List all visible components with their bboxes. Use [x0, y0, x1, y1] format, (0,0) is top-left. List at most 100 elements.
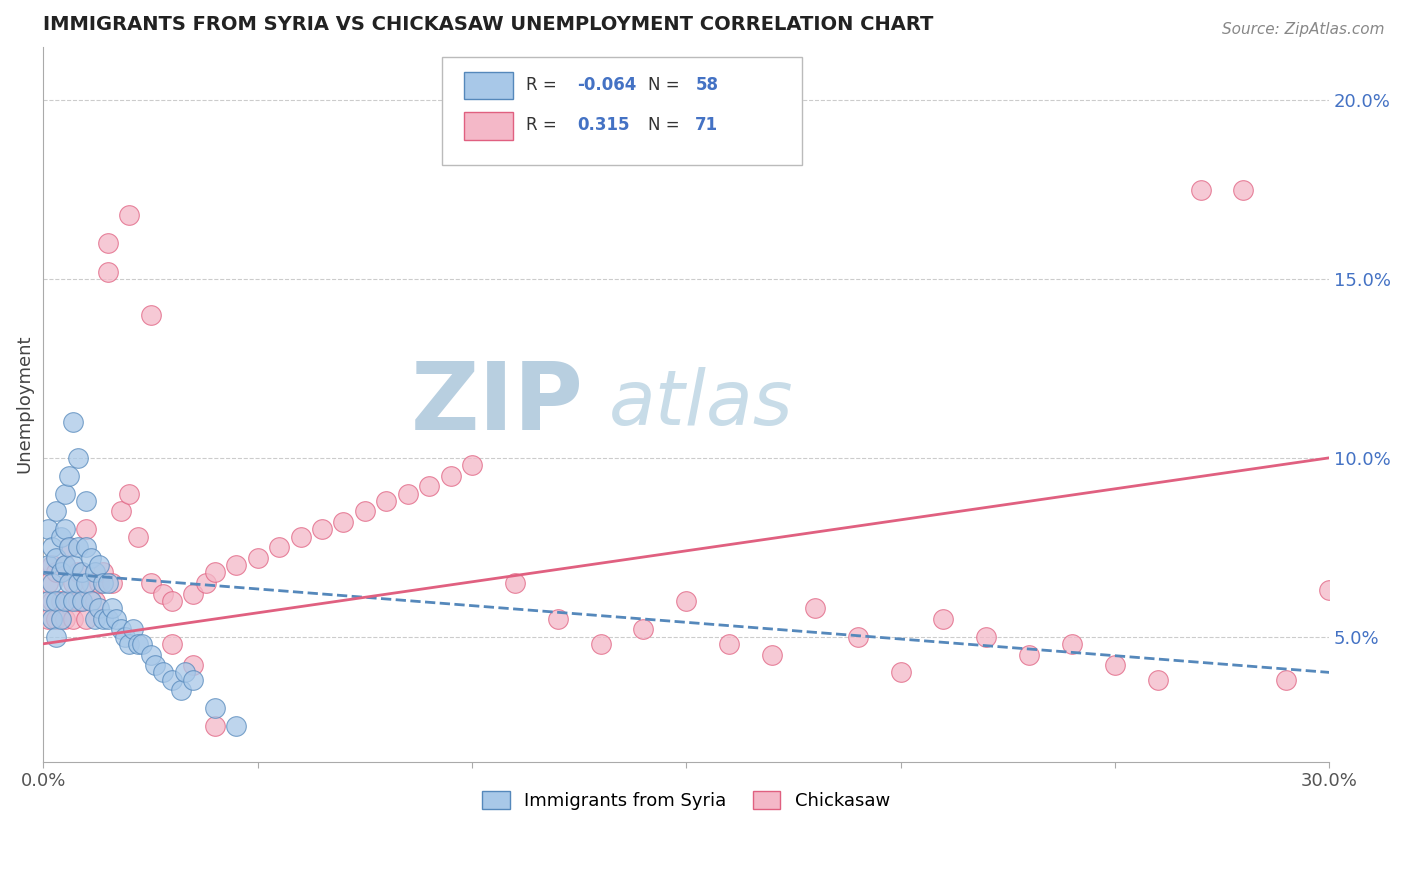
Point — [225, 719, 247, 733]
Point — [122, 623, 145, 637]
Point — [152, 587, 174, 601]
Point — [62, 558, 84, 573]
Point — [1018, 648, 1040, 662]
Point — [58, 540, 80, 554]
Point — [62, 612, 84, 626]
Point — [139, 308, 162, 322]
Point — [41, 576, 63, 591]
Point — [127, 637, 149, 651]
Point — [66, 450, 89, 465]
Point — [70, 594, 93, 608]
Point — [1060, 637, 1083, 651]
Text: N =: N = — [648, 116, 685, 135]
Point — [66, 540, 89, 554]
Point — [183, 658, 205, 673]
Point — [45, 594, 67, 608]
Point — [62, 415, 84, 429]
Bar — [464, 112, 513, 140]
Point — [58, 468, 80, 483]
Point — [396, 486, 419, 500]
Point — [75, 493, 97, 508]
Point — [37, 558, 59, 573]
Point — [62, 594, 84, 608]
Text: N =: N = — [648, 76, 685, 94]
Point — [1275, 673, 1298, 687]
Y-axis label: Unemployment: Unemployment — [15, 335, 32, 474]
Point — [45, 612, 67, 626]
Point — [932, 612, 955, 626]
Point — [204, 566, 226, 580]
Point — [75, 522, 97, 536]
Point — [804, 601, 827, 615]
Point — [45, 630, 67, 644]
Text: ZIP: ZIP — [411, 359, 583, 450]
Point — [131, 637, 153, 651]
Point — [633, 623, 655, 637]
Point — [97, 576, 120, 591]
Point — [761, 648, 783, 662]
Point — [58, 594, 80, 608]
Point — [183, 587, 205, 601]
Point — [160, 673, 183, 687]
Point — [890, 665, 912, 680]
Point — [1189, 183, 1212, 197]
Point — [45, 504, 67, 518]
Point — [79, 594, 101, 608]
Point — [89, 576, 111, 591]
Point — [152, 665, 174, 680]
Point — [101, 576, 124, 591]
Point — [353, 504, 375, 518]
Point — [37, 612, 59, 626]
Point — [37, 576, 59, 591]
Point — [93, 612, 115, 626]
Point — [204, 719, 226, 733]
Legend: Immigrants from Syria, Chickasaw: Immigrants from Syria, Chickasaw — [475, 783, 897, 817]
Point — [118, 208, 141, 222]
Text: 0.315: 0.315 — [576, 116, 630, 135]
Point — [89, 558, 111, 573]
Text: R =: R = — [526, 116, 561, 135]
Point — [675, 594, 697, 608]
Point — [139, 648, 162, 662]
Text: 71: 71 — [696, 116, 718, 135]
Point — [461, 458, 484, 472]
Point — [269, 540, 291, 554]
Point — [118, 637, 141, 651]
Point — [75, 576, 97, 591]
Point — [290, 529, 312, 543]
Point — [246, 551, 269, 566]
Point — [37, 522, 59, 536]
Point — [83, 612, 105, 626]
Point — [53, 558, 76, 573]
Point — [118, 486, 141, 500]
Point — [93, 566, 115, 580]
Point — [58, 540, 80, 554]
Point — [204, 701, 226, 715]
Point — [311, 522, 333, 536]
Point — [70, 566, 93, 580]
Point — [846, 630, 869, 644]
Point — [41, 612, 63, 626]
FancyBboxPatch shape — [441, 57, 801, 165]
Point — [1232, 183, 1254, 197]
Point — [79, 576, 101, 591]
Point — [97, 612, 120, 626]
Point — [75, 540, 97, 554]
Point — [589, 637, 612, 651]
Point — [83, 566, 105, 580]
Bar — [464, 71, 513, 99]
Text: atlas: atlas — [609, 368, 793, 442]
Point — [83, 594, 105, 608]
Text: 58: 58 — [696, 76, 718, 94]
Point — [547, 612, 569, 626]
Point — [169, 683, 191, 698]
Point — [89, 601, 111, 615]
Point — [97, 265, 120, 279]
Point — [143, 658, 166, 673]
Point — [62, 576, 84, 591]
Point — [53, 612, 76, 626]
Point — [93, 576, 115, 591]
Text: Source: ZipAtlas.com: Source: ZipAtlas.com — [1222, 22, 1385, 37]
Point — [375, 493, 398, 508]
Point — [58, 576, 80, 591]
